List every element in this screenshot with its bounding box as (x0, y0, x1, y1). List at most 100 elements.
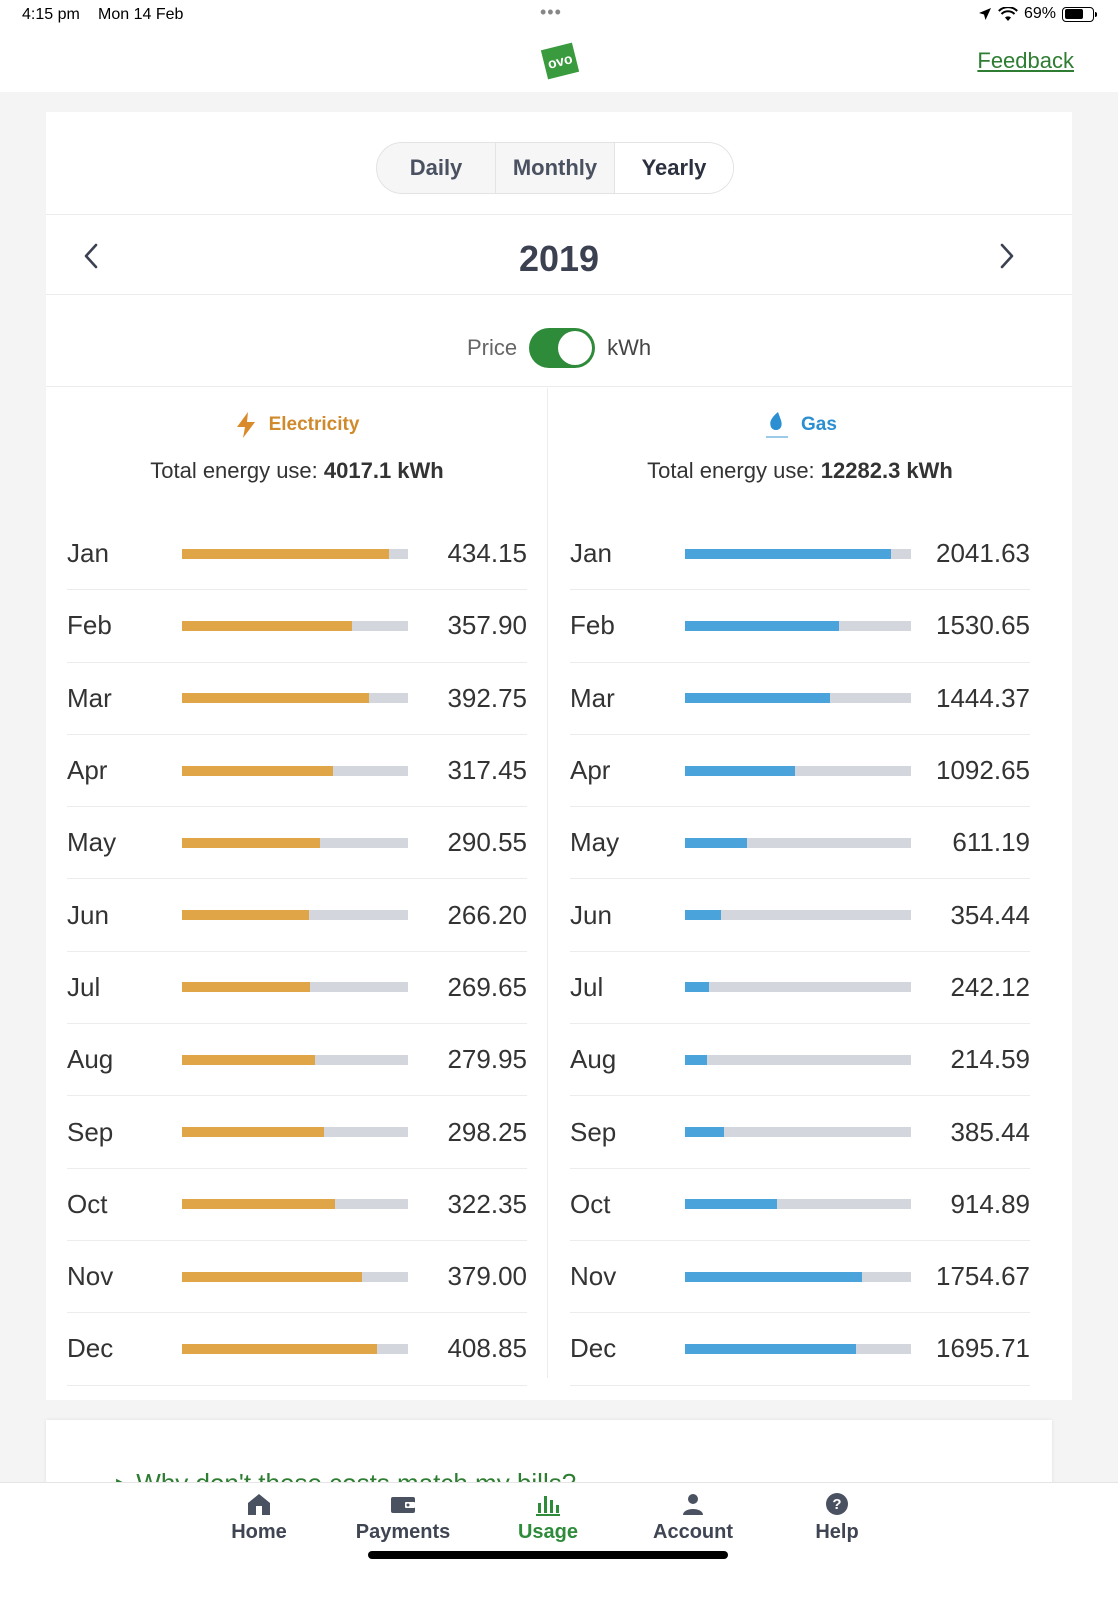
electricity-row-sep: Sep 298.25 (67, 1096, 527, 1169)
wallet-icon (391, 1497, 415, 1513)
electricity-row-aug: Aug 279.95 (67, 1024, 527, 1097)
month-label: May (67, 827, 117, 858)
gas-row-jan: Jan 2041.63 (570, 518, 1030, 591)
flame-icon (766, 412, 789, 438)
feedback-link[interactable]: Feedback (977, 48, 1074, 73)
electricity-label: Electricity (268, 414, 360, 435)
electricity-usage-bar (182, 693, 408, 704)
previous-year-button[interactable] (76, 238, 106, 274)
usage-value: 214.59 (950, 1044, 1030, 1075)
electricity-usage-bar-fill (182, 548, 389, 559)
gas-usage-bar (685, 548, 911, 559)
month-label: Jan (570, 538, 612, 569)
status-time: 4:15 pm (22, 6, 80, 23)
chevron-left-icon (84, 243, 98, 269)
status-date: Mon 14 Feb (98, 6, 184, 23)
gas-usage-bar (685, 1199, 911, 1210)
gas-usage-bar (685, 620, 911, 631)
tab-help[interactable]: ? Help (777, 1491, 897, 1555)
usage-value: 392.75 (447, 682, 527, 713)
gas-usage-bar-fill (685, 765, 795, 776)
electricity-row-nov: Nov 379.00 (67, 1241, 527, 1314)
usage-value: 279.95 (447, 1044, 527, 1075)
gas-usage-bar-fill (685, 1127, 724, 1138)
usage-value: 317.45 (447, 755, 527, 786)
price-kwh-toggle[interactable] (529, 328, 596, 368)
electricity-row-jul: Jul 269.65 (67, 952, 527, 1025)
month-label: Jun (67, 899, 109, 930)
usage-value: 1092.65 (936, 755, 1030, 786)
location-arrow-icon (978, 8, 991, 20)
gas-usage-bar (685, 982, 911, 993)
period-daily-button[interactable]: Daily (377, 143, 496, 193)
home-icon (248, 1494, 270, 1515)
gas-usage-bar-fill (685, 837, 747, 848)
usage-value: 2041.63 (936, 538, 1030, 569)
usage-value: 434.15 (447, 538, 527, 569)
month-label: Nov (570, 1261, 617, 1292)
month-label: Jul (67, 971, 101, 1002)
gas-usage-bar (685, 1127, 911, 1138)
month-label: Jun (570, 899, 612, 930)
gas-usage-bar (685, 693, 911, 704)
tab-usage[interactable]: Usage (488, 1491, 608, 1555)
usage-value: 1695.71 (936, 1333, 1030, 1364)
electricity-usage-bar (182, 837, 408, 848)
electricity-usage-bar (182, 1127, 408, 1138)
gas-column: Gas Total energy use: 12282.3 kWh Jan 204… (570, 388, 1030, 1386)
electricity-usage-bar (182, 982, 408, 993)
divider (46, 386, 1072, 387)
usage-value: 611.19 (952, 827, 1030, 858)
gas-row-may: May 611.19 (570, 807, 1030, 880)
month-label: Apr (67, 755, 108, 786)
electricity-usage-bar-fill (182, 1199, 336, 1210)
gas-usage-bar-fill (685, 1271, 862, 1282)
svg-text:ovo: ovo (546, 50, 574, 72)
electricity-usage-bar (182, 1271, 408, 1282)
electricity-usage-bar-fill (182, 910, 309, 921)
gas-row-mar: Mar 1444.37 (570, 663, 1030, 735)
year-navigator: 2019 (46, 216, 1072, 296)
gas-row-jul: Jul 242.12 (570, 952, 1030, 1025)
month-label: Apr (570, 755, 611, 786)
gas-header: Gas (570, 388, 1030, 444)
usage-value: 290.55 (447, 827, 527, 858)
usage-value: 266.20 (447, 899, 527, 930)
electricity-usage-bar (182, 548, 408, 559)
month-label: Aug (67, 1044, 114, 1075)
gas-rows: Jan 2041.63 Feb 1530.65 Mar 1444.37 Apr 1092.65… (570, 518, 1030, 1386)
year-label: 2019 (518, 238, 600, 279)
period-yearly-button[interactable]: Yearly (615, 143, 733, 193)
home-indicator[interactable] (368, 1551, 728, 1559)
battery-icon (1062, 6, 1097, 22)
gas-usage-bar-fill (685, 1199, 778, 1210)
usage-value: 1754.67 (936, 1261, 1030, 1292)
electricity-header: Electricity (67, 388, 527, 444)
usage-value: 242.12 (950, 971, 1030, 1002)
gas-row-feb: Feb 1530.65 (570, 590, 1030, 663)
month-label: Feb (570, 610, 615, 641)
gas-usage-bar (685, 1271, 911, 1282)
usage-card: Daily Monthly Yearly 2019 Price kWh Elec… (46, 112, 1072, 1400)
tab-payments[interactable]: Payments (343, 1491, 463, 1555)
column-divider (547, 388, 548, 1378)
gas-row-sep: Sep 385.44 (570, 1096, 1030, 1169)
toggle-label-price: Price (466, 335, 518, 360)
ovo-logo: ovo (540, 42, 580, 80)
gas-usage-bar-fill (685, 1054, 707, 1065)
gas-row-dec: Dec 1695.71 (570, 1313, 1030, 1386)
electricity-usage-bar-fill (182, 1271, 363, 1282)
month-label: Sep (67, 1116, 114, 1147)
usage-value: 1530.65 (936, 610, 1030, 641)
multitasking-dots-icon[interactable]: ••• (540, 2, 562, 22)
gas-usage-bar-fill (685, 620, 840, 631)
period-selector: Daily Monthly Yearly (376, 142, 734, 194)
tab-home[interactable]: Home (199, 1491, 319, 1555)
gas-row-nov: Nov 1754.67 (570, 1241, 1030, 1314)
gas-usage-bar (685, 837, 911, 848)
bar-chart-icon (536, 1496, 560, 1516)
tab-account[interactable]: Account (633, 1491, 753, 1555)
period-monthly-button[interactable]: Monthly (496, 143, 615, 193)
electricity-rows: Jan 434.15 Feb 357.90 Mar 392.75 Apr 317.45 May 2… (67, 518, 527, 1386)
next-year-button[interactable] (992, 238, 1022, 274)
